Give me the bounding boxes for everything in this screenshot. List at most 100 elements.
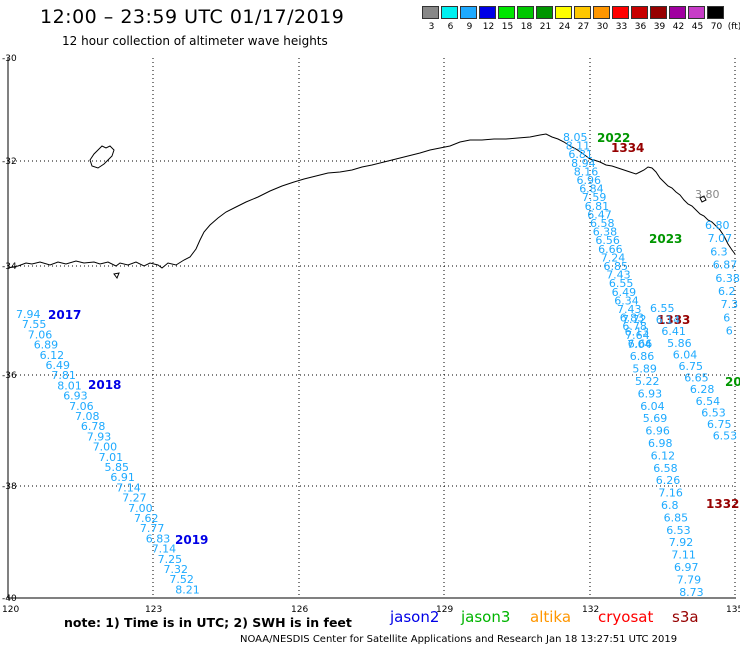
wave-height-value: 6.91	[110, 471, 134, 484]
wave-height-value: 7.81	[51, 369, 76, 382]
pass-number-label: 1333	[657, 313, 690, 327]
wave-height-value: 7.3	[721, 298, 739, 311]
island-small-2	[699, 195, 707, 203]
lon-label-129: 129	[436, 605, 453, 615]
wave-height-value: 7.00	[128, 502, 153, 515]
wave-height-value: 6.12	[40, 349, 65, 362]
wave-height-value: 7.62	[134, 512, 159, 525]
wave-height-value: 6.53	[666, 524, 691, 537]
wave-height-value: 6.55	[609, 277, 634, 290]
wave-height-value: 6.54	[696, 395, 721, 408]
wave-height-value: 6.80	[705, 219, 730, 232]
colorbar-tick-label: 18	[520, 22, 533, 32]
wave-height-value: 6.89	[34, 339, 59, 352]
wave-height-value: 6.66	[598, 243, 623, 256]
wave-height-value: 6.41	[661, 325, 686, 338]
colorbar-swatch	[707, 6, 724, 19]
wave-height-value: 6.96	[645, 425, 670, 438]
lat-label-40: -40	[2, 594, 17, 604]
wave-height-value: 6.85	[604, 260, 629, 273]
colorbar-swatch	[422, 6, 439, 19]
colorbar-tick-label: 45	[691, 22, 704, 32]
lon-label-126: 126	[291, 605, 308, 615]
pass-number-label: 1332	[706, 497, 739, 511]
longitude-tick-labels: 120 123 126 129 132 135	[2, 605, 740, 615]
wave-height-value: 7.24	[601, 251, 626, 264]
page-subtitle: 12 hour collection of altimeter wave hei…	[62, 34, 328, 48]
coastline	[7, 133, 736, 269]
wave-height-value: 7.55	[22, 318, 47, 331]
wave-height-value: 8.21	[175, 583, 200, 596]
wave-height-value: 6.47	[587, 208, 612, 221]
wave-height-value: 5.86	[667, 337, 692, 350]
colorbar-swatch	[555, 6, 572, 19]
wave-height-value: 7.27	[122, 492, 147, 505]
pass-number-label: 2017	[48, 308, 81, 322]
wave-height-value: 6.75	[707, 418, 732, 431]
colorbar-swatch	[498, 6, 515, 19]
lon-label-120: 120	[2, 605, 19, 615]
wave-height-value: 6.8	[661, 499, 679, 512]
pass-number-label: 2022	[597, 131, 630, 145]
colorbar-tick-label: 3	[428, 22, 435, 32]
wave-height-value: 6.13	[625, 325, 650, 338]
colorbar-tick-label: 15	[501, 22, 514, 32]
colorbar-tick-label: 12	[482, 22, 495, 32]
colorbar-swatch	[669, 6, 686, 19]
wave-height-value: 7.16	[658, 487, 683, 500]
wave-height-value: 7.14	[152, 543, 177, 556]
wave-height-value: 7.64	[625, 329, 650, 342]
altimeter-tracks: 7.947.557.066.896.126.497.818.016.937.06…	[16, 131, 740, 599]
wave-height-value: 6.12	[651, 449, 676, 462]
wave-height-value: 6.66	[628, 337, 653, 350]
colorbar-swatch	[593, 6, 610, 19]
colorbar-swatch	[536, 6, 553, 19]
wave-height-value: 7.25	[158, 553, 183, 566]
colorbar-tick-label: 9	[466, 22, 473, 32]
wave-height-value: 6.83	[620, 312, 645, 325]
wave-height-value: 7.32	[164, 563, 189, 576]
satellite-label-jason3: jason3	[461, 608, 511, 626]
wave-height-value: 6.38	[593, 226, 618, 239]
wave-height-value: 6.85	[664, 511, 689, 524]
colorbar-tick-label: 42	[672, 22, 685, 32]
colorbar-tick-label: 70	[710, 22, 723, 32]
wave-height-value: 6.84	[579, 183, 604, 196]
wave-height-value: 6.65	[684, 372, 709, 385]
wave-height-value: 6.98	[648, 437, 673, 450]
wave-height-value: 7.04	[627, 338, 652, 351]
wave-height-value: 6.26	[656, 474, 681, 487]
wave-height-value: 5.85	[105, 461, 130, 474]
lon-label-123: 123	[145, 605, 162, 615]
wave-height-value: 7.79	[677, 573, 702, 586]
pass-number-label: 20	[725, 375, 740, 389]
lat-label-38: -38	[2, 482, 17, 492]
wave-height-value: 5.89	[632, 363, 657, 376]
pass-number-label: 2018	[88, 378, 121, 392]
colorbar-tick-label: 39	[653, 22, 666, 32]
latitude-tick-labels: -30 -32 -34 -36 -38 -40	[2, 54, 17, 604]
wave-height-value: 7.06	[69, 400, 94, 413]
wave-height-value: 6.83	[146, 532, 171, 545]
wave-height-value: 6.2	[718, 285, 736, 298]
wave-height-value: 7.07	[708, 232, 733, 245]
wave-height-value: 6.04	[640, 400, 665, 413]
wave-height-value: 6	[726, 325, 733, 338]
wave-height-value: 7.11	[671, 549, 696, 562]
colorbar-swatch	[460, 6, 477, 19]
wave-height-value: 6.14	[656, 314, 681, 327]
wave-height-value: 5.69	[643, 412, 668, 425]
colorbar-swatch	[517, 6, 534, 19]
wave-height-value: 6.93	[638, 387, 663, 400]
wave-height-value: 6.38	[715, 272, 740, 285]
wave-height-value: 6.49	[612, 286, 637, 299]
wave-height-value: 7.93	[87, 430, 112, 443]
island-recherche	[89, 145, 115, 169]
colorbar-swatch	[574, 6, 591, 19]
lon-label-135: 135	[726, 605, 740, 615]
wave-height-value: 6.28	[690, 383, 715, 396]
wave-height-value: 7.52	[169, 573, 194, 586]
wave-height-value: 6.34	[614, 294, 639, 307]
wave-height-value: 7.08	[75, 410, 100, 423]
